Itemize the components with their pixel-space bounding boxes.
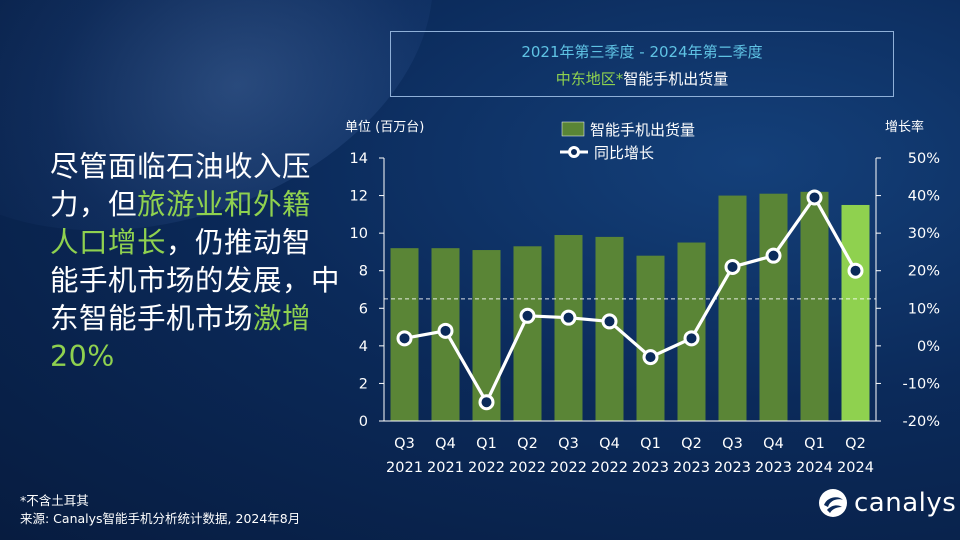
footnote: *不含土耳其 来源: Canalys智能手机分析统计数据, 2024年8月 [20,492,300,528]
x-tick-label-quarter: Q2 [681,436,702,452]
chart-title-metric: 智能手机出货量 [623,70,729,88]
headline-text: 尽管面临石油收入压力，但旅游业和外籍人口增长，仍推动智能手机市场的发展，中东智能… [50,148,340,376]
left-tick-label: 14 [350,151,368,167]
left-tick-label: 12 [350,189,368,205]
x-tick-label-quarter: Q3 [394,436,415,452]
x-tick-label-year: 2024 [796,460,833,476]
x-tick-label-quarter: Q3 [722,436,743,452]
x-tick-label-year: 2023 [632,460,669,476]
x-tick-label-quarter: Q3 [558,436,579,452]
growth-point [765,247,782,264]
right-tick-label: 40% [908,189,940,205]
growth-point [396,330,413,347]
x-tick-label-year: 2022 [550,460,587,476]
chart-title-period: 2021年第三季度 - 2024年第二季度 [521,43,763,61]
shipment-bar [800,191,829,421]
x-tick-label-quarter: Q1 [640,436,661,452]
x-tick-label-year: 2021 [427,460,464,476]
headline-part-1: 尽管面临石油收入压力，但 [50,150,312,221]
right-tick-label: -10% [903,376,940,392]
headline-highlight-1: 旅游业和外籍人口增长 [50,188,312,259]
left-tick-label: 0 [359,414,368,430]
x-tick-label-quarter: Q1 [804,436,825,452]
x-tick-label-year: 2021 [386,460,423,476]
growth-point [806,189,823,206]
legend-line-label: 同比增长 [594,144,654,162]
legend-line-marker-inner [571,149,577,155]
chart-title-subject: 中东地区*智能手机出货量 [391,68,893,89]
footnote-exclusion: *不含土耳其 [20,493,89,508]
x-tick-label-quarter: Q2 [845,436,866,452]
left-tick-label: 6 [359,301,368,317]
shipment-bar [472,250,501,421]
growth-point [683,330,700,347]
growth-series-line [404,195,857,404]
growth-point [642,349,659,366]
right-axis-label: 增长率 [885,119,924,135]
right-tick-label: 30% [908,226,940,242]
legend: 智能手机出货量 同比增长 [560,121,695,162]
x-tick-label-year: 2024 [837,460,874,476]
right-tick-label: 50% [908,151,940,167]
legend-bar-swatch [561,121,585,137]
x-tick-label-quarter: Q4 [763,436,784,452]
growth-point [601,313,618,330]
shipment-bar [554,235,583,421]
x-tick-label-year: 2022 [509,460,546,476]
growth-point [519,307,536,324]
growth-point [478,394,495,411]
x-tick-label-quarter: Q4 [435,436,456,452]
x-tick-label-quarter: Q4 [599,436,620,452]
growth-point [560,309,577,326]
left-tick-label: 2 [359,376,368,392]
left-tick-label: 10 [350,226,368,242]
growth-point [724,258,741,275]
right-tick-label: -20% [903,414,940,430]
shipment-bar [718,195,747,421]
chart-title-box: 2021年第三季度 - 2024年第二季度 中东地区*智能手机出货量 [390,31,894,97]
growth-point [847,262,864,279]
right-tick-label: 20% [908,264,940,280]
headline-highlight-2: 激增20% [50,302,312,373]
x-tick-label-year: 2022 [591,460,628,476]
right-tick-label: 10% [908,301,940,317]
x-tick-label-year: 2023 [673,460,710,476]
headline-part-2: ，仍推动智能手机市场的发展，中东智能手机市场 [50,226,341,335]
shipment-bar [636,255,665,421]
x-tick-label-year: 2023 [714,460,751,476]
canalys-logo: canalys [818,488,956,518]
legend-bar-label: 智能手机出货量 [590,121,695,139]
left-tick-label: 8 [359,264,368,280]
chart-title-region: 中东地区* [555,70,624,88]
x-tick-label-year: 2023 [755,460,792,476]
canalys-swirl-icon [819,489,847,517]
growth-point [437,322,454,339]
left-tick-label: 4 [359,339,368,355]
x-tick-label-quarter: Q1 [476,436,497,452]
shipment-bar [759,193,788,421]
shipment-bar [841,204,870,421]
x-tick-label-year: 2022 [468,460,505,476]
canalys-wordmark: canalys [854,488,957,518]
x-tick-label-quarter: Q2 [517,436,538,452]
right-tick-label: 0% [917,339,940,355]
footnote-source: 来源: Canalys智能手机分析统计数据, 2024年8月 [20,511,301,526]
left-axis-label: 单位 (百万台) [345,120,424,135]
